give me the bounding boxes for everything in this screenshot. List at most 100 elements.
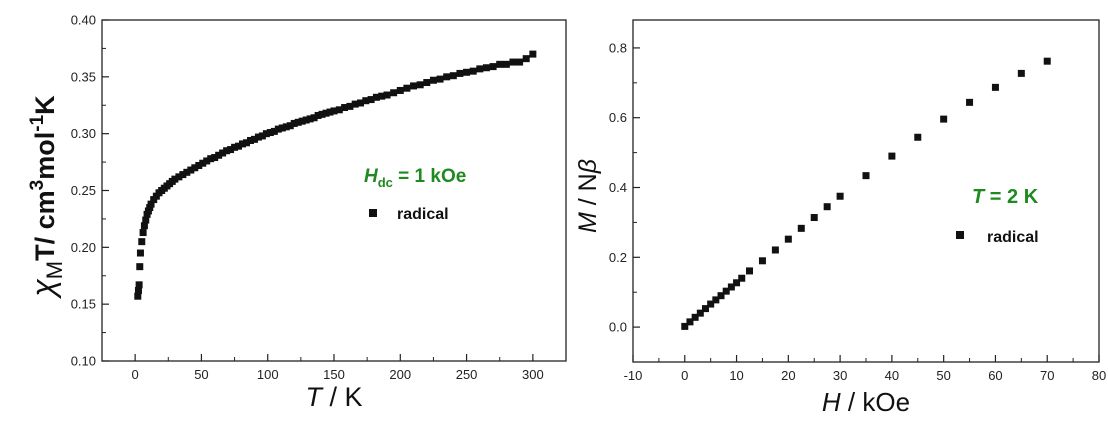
chi-t-data-point: [469, 67, 477, 75]
chi-t-y-axis-sup-2: -1: [27, 114, 48, 131]
chi-t-data-point: [362, 97, 370, 105]
chi-t-data-point: [175, 173, 183, 181]
m-h-data-point: [797, 224, 805, 232]
chi-t-data-point: [372, 93, 380, 101]
chi-t-data-point: [187, 166, 195, 174]
chi-t-data-point: [250, 135, 258, 143]
chi-t-x-tick-label: 100: [257, 367, 279, 382]
chi-t-y-axis-sup-1: 3: [27, 180, 48, 191]
chi-t-data-point: [183, 168, 191, 176]
chi-t-x-tick-label: 250: [456, 367, 478, 382]
m-h-data-point: [784, 235, 792, 243]
m-h-data-point: [991, 83, 999, 91]
chi-t-data-point: [529, 50, 537, 58]
chi-t-data-point: [231, 143, 239, 151]
chi-t-data-point: [330, 107, 338, 115]
chi-t-data-point: [489, 63, 497, 71]
m-h-y-axis-symbol: M: [574, 212, 602, 233]
m-h-data-point: [914, 133, 922, 141]
chi-t-data-point: [258, 132, 266, 140]
chi-t-data-point: [378, 92, 386, 100]
chi-t-data-point: [302, 116, 310, 124]
m-h-data-point: [771, 246, 779, 254]
m-h-y-ticks: 0.0 0.2 0.4 0.6 0.8: [609, 40, 640, 335]
chi-t-data-point: [203, 157, 211, 165]
chi-t-y-tick-label: 0.25: [71, 183, 96, 198]
chi-t-data-point: [443, 73, 451, 81]
chi-t-data-point: [290, 119, 298, 127]
m-h-x-tick-label: 70: [1040, 368, 1054, 383]
chi-t-data-point: [322, 109, 330, 117]
chi-t-data-point: [227, 146, 235, 154]
chi-t-data-point: [223, 147, 231, 155]
m-h-x-axis-symbol: H: [822, 387, 841, 417]
chi-t-x-ticks: 0 50 100 150 200 250 300: [132, 354, 544, 382]
chi-t-data-point: [147, 200, 155, 208]
m-h-data-point: [746, 267, 753, 275]
chi-t-data-point: [171, 175, 179, 183]
m-h-x-axis-title: H / kOe: [822, 387, 910, 417]
chi-t-data-point: [496, 60, 504, 68]
m-h-data-point: [966, 98, 974, 106]
m-h-data-point: [1017, 69, 1025, 77]
m-h-temperature-value: = 2 K: [984, 186, 1038, 208]
m-h-data-point: [836, 192, 844, 200]
m-h-data-point: [707, 300, 715, 308]
m-h-data-point: [810, 214, 818, 222]
chi-t-data-point: [396, 86, 404, 94]
chi-t-data-point: [456, 69, 464, 77]
m-h-x-tick-label: 0: [681, 368, 688, 383]
chi-t-y-tick-label: 0.10: [71, 354, 96, 369]
chi-t-data-point: [136, 263, 144, 271]
chi-t-data-point: [463, 68, 471, 76]
chi-t-data-point: [278, 124, 286, 132]
chi-t-data-point: [207, 155, 215, 163]
chi-t-data-point: [134, 287, 142, 295]
m-h-x-tick-label: 80: [1092, 368, 1106, 383]
chi-t-chart: 0 50 100 150 200 250 300 0.100.150.200.250.300…: [25, 13, 567, 412]
chi-t-data-point: [254, 133, 262, 141]
m-h-data-point: [686, 318, 694, 326]
chi-t-y-ticks: 0.10 0.15 0.20 0.25 0.30 0.35 0.40: [71, 13, 109, 369]
m-h-x-tick-label: 10: [729, 368, 743, 383]
m-h-legend-marker: [956, 231, 964, 239]
chi-t-y-tick-label: 0.15: [71, 297, 96, 312]
chi-t-data-point: [318, 110, 326, 118]
m-h-y-tick-label: 0.8: [609, 40, 627, 55]
chi-t-data-point: [502, 60, 510, 68]
chi-t-plot-frame: [101, 19, 567, 362]
chi-t-data-point: [449, 72, 457, 80]
chi-t-data-point: [482, 64, 490, 72]
chi-t-data-point: [136, 249, 144, 257]
m-h-y-axis-title: M / Nβ: [574, 159, 602, 233]
m-h-chart: -10 0 10 20 30 40 50 60 70 80 0.0 0.2 0.4 0.6 0.8 H /…: [574, 19, 1106, 417]
chi-t-data-point: [383, 91, 391, 99]
chi-t-data-point: [135, 281, 143, 289]
chi-t-data-point: [357, 99, 365, 107]
chi-t-data-point: [243, 139, 251, 147]
m-h-y-tick-label: 0.0: [609, 320, 627, 335]
chi-t-y-tick-label: 0.40: [71, 13, 96, 28]
chi-t-y-axis-title: χMT/ cm3mol-1K: [25, 95, 67, 300]
chi-t-data-point: [351, 100, 359, 108]
chi-t-data-point: [140, 222, 148, 230]
chi-t-data-point: [423, 79, 431, 87]
chi-t-x-tick-label: 150: [323, 367, 345, 382]
chi-t-data-point: [179, 171, 187, 179]
chi-t-data-point: [429, 76, 437, 84]
m-h-x-axis-unit: / kOe: [841, 387, 910, 417]
chi-t-x-axis-title: T / K: [305, 382, 362, 412]
chi-t-x-axis-symbol: T: [305, 382, 324, 412]
m-h-y-axis-unit: / N: [574, 173, 602, 212]
m-h-data-point: [888, 152, 896, 160]
chi-t-y-axis-unit-3: K: [30, 95, 60, 115]
chi-t-data-point: [346, 102, 354, 110]
chi-t-data-points: [134, 50, 537, 300]
chi-t-y-axis-unit-2: mol: [30, 132, 60, 180]
m-h-data-point: [862, 172, 870, 180]
m-h-data-point: [940, 115, 948, 123]
chi-t-data-point: [286, 122, 294, 130]
chi-t-data-point: [138, 238, 146, 246]
chi-t-y-axis-unit-1: T/ cm: [30, 190, 60, 261]
m-h-data-point: [727, 283, 735, 291]
